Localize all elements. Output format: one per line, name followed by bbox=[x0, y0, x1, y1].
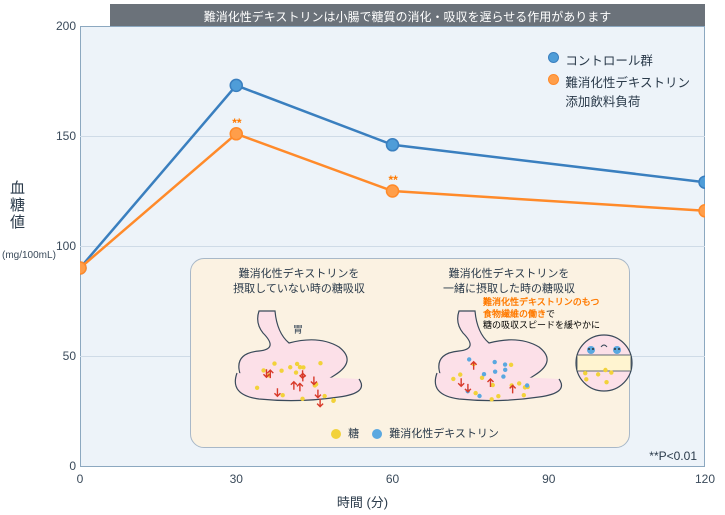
significance-marker: ** bbox=[389, 173, 398, 187]
y-axis-label: 血糖値 bbox=[6, 180, 27, 231]
x-axis-label: 時間 (分) bbox=[0, 492, 725, 511]
panel-legend-sugar: 糖 bbox=[348, 428, 359, 440]
legend-item: コントロール群 bbox=[548, 50, 690, 69]
legend-label: 難消化性デキストリン 添加飲料負荷 bbox=[565, 72, 690, 110]
legend-item: 難消化性デキストリン 添加飲料負荷 bbox=[548, 72, 690, 110]
dextrin-dot-icon bbox=[372, 429, 382, 439]
series-line bbox=[80, 134, 705, 268]
info-panel: 難消化性デキストリンを 摂取していない時の糖吸収 胃 難消化性デキストリンを 一… bbox=[190, 258, 630, 448]
organ-label-stomach: 胃 bbox=[293, 321, 303, 336]
legend-dot-icon bbox=[548, 74, 559, 85]
panel-left-title: 難消化性デキストリンを 摂取していない時の糖吸収 bbox=[199, 267, 399, 297]
diagram-left: 胃 bbox=[219, 303, 379, 413]
x-tick: 30 bbox=[230, 472, 243, 486]
legend: コントロール群難消化性デキストリン 添加飲料負荷 bbox=[548, 50, 690, 113]
x-tick: 90 bbox=[542, 472, 555, 486]
data-point bbox=[387, 139, 399, 151]
data-point bbox=[699, 176, 705, 188]
p-value-note: **P<0.01 bbox=[649, 449, 697, 463]
y-tick: 200 bbox=[50, 19, 76, 33]
y-tick: 50 bbox=[50, 349, 76, 363]
y-tick: 150 bbox=[50, 129, 76, 143]
x-tick: 0 bbox=[77, 472, 84, 486]
x-tick: 120 bbox=[695, 472, 715, 486]
panel-right-note: 難消化性デキストリンのもつ 食物繊維の働きで 糖の吸収スピードを緩やかに bbox=[483, 297, 623, 332]
data-point bbox=[80, 262, 86, 274]
legend-dot-icon bbox=[548, 52, 559, 63]
panel-legend-dextrin: 難消化性デキストリン bbox=[389, 428, 499, 440]
y-tick: 0 bbox=[50, 459, 76, 473]
sugar-dot-icon bbox=[331, 429, 341, 439]
significance-marker: ** bbox=[232, 116, 241, 130]
legend-label: コントロール群 bbox=[565, 50, 653, 69]
x-axis bbox=[80, 466, 705, 467]
data-point bbox=[230, 79, 242, 91]
panel-right-title: 難消化性デキストリンを 一緒に摂取した時の糖吸収 bbox=[409, 267, 609, 297]
data-point bbox=[699, 205, 705, 217]
panel-legend: 糖 難消化性デキストリン bbox=[191, 425, 629, 441]
x-tick: 60 bbox=[386, 472, 399, 486]
y-axis-unit: (mg/100mL) bbox=[2, 250, 56, 261]
